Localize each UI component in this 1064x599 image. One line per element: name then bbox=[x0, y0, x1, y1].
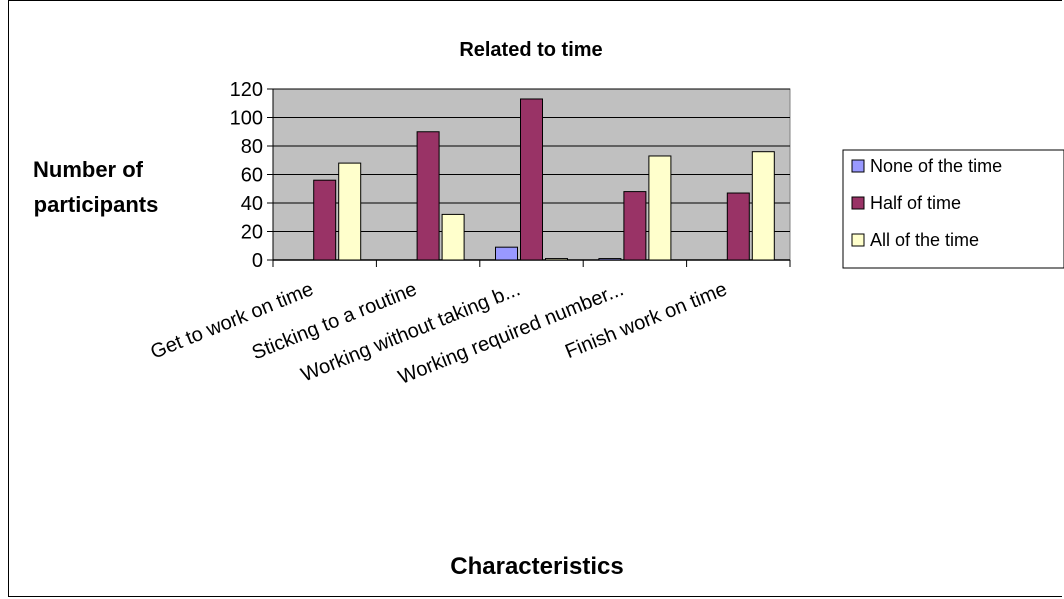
y-tick-label: 40 bbox=[241, 193, 263, 215]
legend-swatch bbox=[851, 159, 865, 173]
legend-label: Half of time bbox=[870, 193, 961, 213]
bar bbox=[545, 258, 568, 261]
bar bbox=[623, 191, 647, 261]
legend-label: None of the time bbox=[870, 156, 1002, 176]
legend-swatch bbox=[851, 233, 865, 247]
bar bbox=[648, 155, 672, 261]
bar bbox=[598, 258, 622, 261]
legend-swatch bbox=[851, 196, 865, 210]
bar bbox=[520, 98, 543, 261]
y-tick-label: 120 bbox=[230, 79, 263, 101]
y-tick-label: 0 bbox=[252, 250, 263, 272]
y-tick-label: 100 bbox=[230, 108, 263, 130]
y-tick-label: 20 bbox=[241, 222, 263, 244]
y-axis-label-line-2: participants bbox=[34, 192, 159, 217]
y-tick-label: 60 bbox=[241, 165, 263, 187]
x-tick-label: Get to work on time bbox=[148, 278, 317, 363]
legend-box bbox=[842, 149, 1064, 269]
x-axis-label: Characteristics bbox=[450, 553, 623, 580]
legend: None of the time Half of time All of the t… bbox=[842, 149, 1064, 269]
y-axis-label-line-1: Number of bbox=[33, 157, 144, 182]
y-tick-label: 80 bbox=[241, 136, 263, 158]
chart-title: Related to time bbox=[459, 39, 602, 61]
y-axis-label: Number of participants bbox=[33, 157, 158, 217]
bar bbox=[441, 213, 465, 261]
bar bbox=[751, 151, 775, 261]
bar bbox=[338, 162, 362, 261]
bar bbox=[416, 131, 440, 261]
legend-label: All of the time bbox=[870, 230, 979, 250]
bar bbox=[313, 179, 337, 261]
bar bbox=[726, 192, 750, 261]
bar bbox=[495, 246, 518, 261]
